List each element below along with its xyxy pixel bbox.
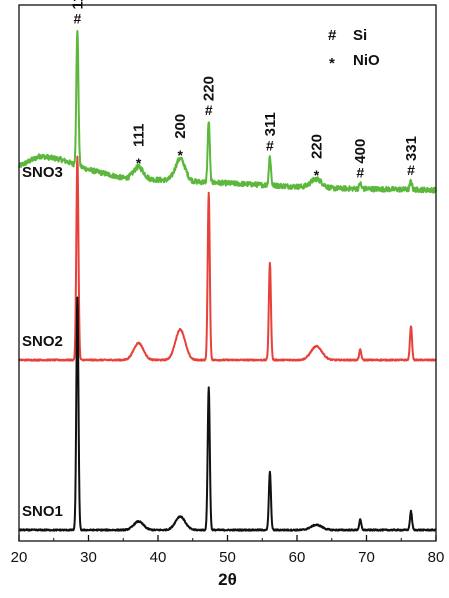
- peak-symbol: #: [356, 165, 364, 181]
- legend-label-si: Si: [353, 27, 367, 44]
- series-label-sno1: SNO1: [22, 503, 63, 520]
- legend-symbol-si: #: [328, 27, 337, 44]
- series-line-sno2: [18, 155, 437, 362]
- peak-symbol: #: [205, 102, 213, 118]
- legend-symbol-nio: *: [329, 55, 335, 72]
- x-tick-label: 80: [428, 549, 445, 566]
- peak-label: 220: [308, 134, 325, 159]
- peak-symbol: *: [178, 147, 184, 163]
- peak-symbol: #: [73, 11, 81, 27]
- x-axis-title: 2θ: [218, 570, 237, 589]
- x-axis: 20 30 40 50 60 70 80: [11, 535, 445, 566]
- peak-symbol: #: [266, 137, 274, 153]
- peak-symbol: *: [136, 155, 142, 171]
- peak-symbol: *: [314, 167, 320, 183]
- plot-frame: [18, 4, 437, 542]
- x-tick-label: 30: [80, 549, 97, 566]
- legend-label-nio: NiO: [353, 52, 380, 69]
- peak-label: 331: [403, 136, 420, 161]
- series-line-sno1: [18, 296, 437, 532]
- peak-symbol: #: [407, 162, 415, 178]
- series-line-sno3: [18, 29, 437, 194]
- peak-label: 400: [352, 139, 369, 164]
- series-label-sno3: SNO3: [22, 164, 63, 181]
- legend: # Si * NiO: [328, 27, 380, 72]
- peak-label: 111: [131, 124, 148, 147]
- peak-annotations: #111*111*200#220#311*220#400#331: [69, 0, 420, 183]
- x-tick-label: 20: [11, 549, 28, 566]
- x-tick-label: 60: [289, 549, 306, 566]
- peak-label: 220: [201, 76, 218, 101]
- x-tick-label: 50: [219, 549, 236, 566]
- series-labels: SNO3 SNO2 SNO1: [22, 164, 63, 520]
- series-layer: [18, 29, 437, 532]
- series-label-sno2: SNO2: [22, 333, 63, 350]
- x-tick-label: 70: [358, 549, 375, 566]
- peak-label: 311: [262, 112, 279, 136]
- peak-label: 200: [172, 114, 189, 139]
- x-tick-label: 40: [150, 549, 167, 566]
